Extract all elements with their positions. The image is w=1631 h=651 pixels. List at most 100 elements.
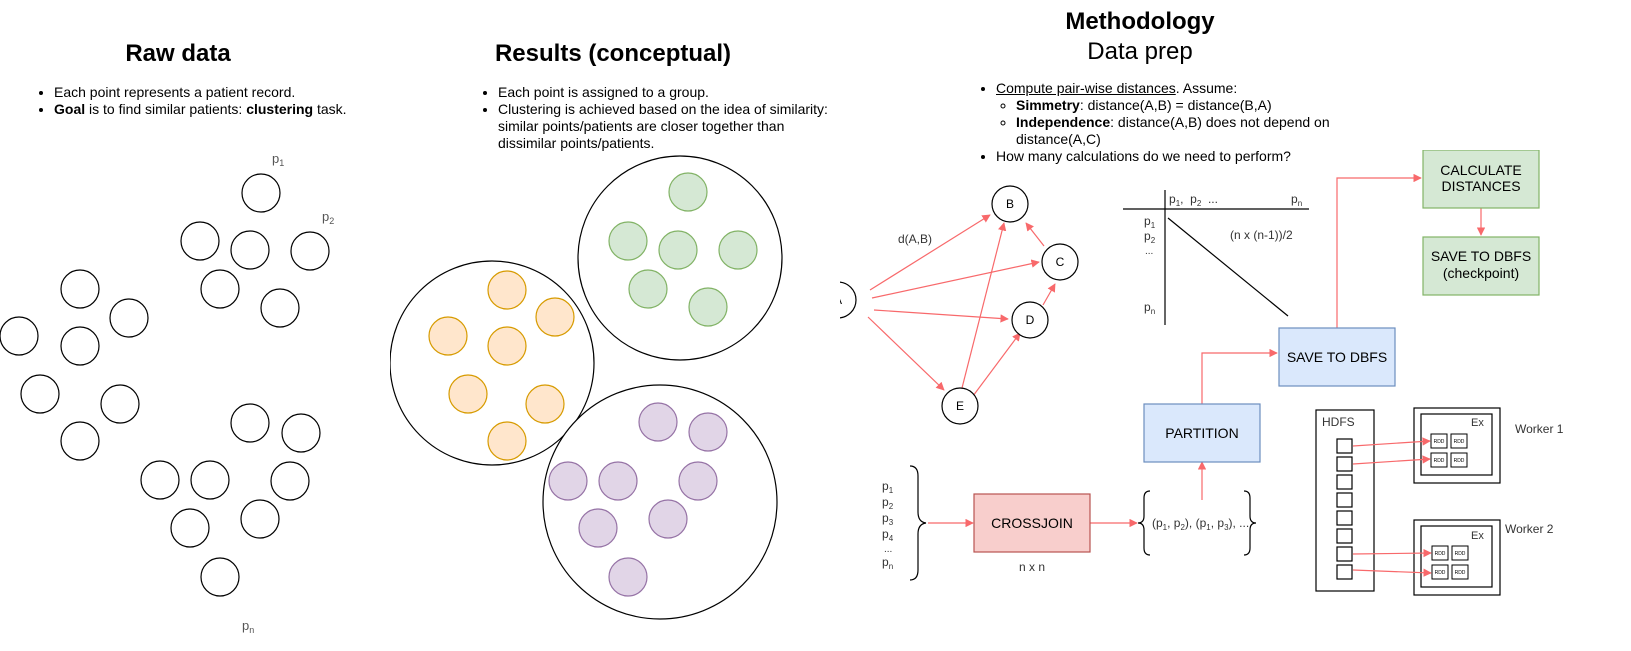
svg-text:RDD: RDD bbox=[1454, 439, 1465, 445]
purple-point bbox=[678, 461, 718, 501]
raw-point bbox=[240, 499, 280, 539]
node-a bbox=[840, 281, 857, 319]
raw-point bbox=[140, 460, 180, 500]
svg-text:RDD: RDD bbox=[1434, 439, 1445, 445]
calculate-label-2: DISTANCES bbox=[1441, 178, 1520, 194]
partition-label: PARTITION bbox=[1165, 425, 1238, 441]
purple-point bbox=[608, 557, 648, 597]
orange-point bbox=[428, 316, 468, 356]
matrix-row-dots: ... bbox=[1145, 246, 1153, 257]
svg-text:pn: pn bbox=[882, 555, 893, 571]
hdfs-label: HDFS bbox=[1322, 415, 1355, 429]
worker1-rdds: RDD RDD RDD RDD bbox=[1430, 433, 1468, 468]
green-point bbox=[608, 221, 648, 261]
worker1-ex-label: Ex bbox=[1471, 417, 1484, 429]
edge-a-b bbox=[869, 214, 991, 291]
results-title: Results (conceptual) bbox=[494, 40, 732, 67]
pairs-right-brace bbox=[1243, 490, 1257, 556]
purple-point bbox=[578, 508, 618, 548]
raw-point bbox=[0, 316, 39, 356]
raw-point bbox=[60, 269, 100, 309]
node-e bbox=[941, 387, 979, 425]
save-checkpoint-box bbox=[1422, 236, 1540, 296]
save-dbfs-box bbox=[1278, 327, 1396, 387]
orange-point bbox=[487, 270, 527, 310]
calculate-distances-box bbox=[1422, 150, 1540, 209]
raw-point bbox=[170, 508, 210, 548]
node-d bbox=[1011, 301, 1049, 339]
pairs-left-brace bbox=[1137, 490, 1151, 556]
distance-matrix: p1, p2 ... pn p1 p2 ... pn (n x (n-1))/2 bbox=[1123, 190, 1309, 325]
hdfs-blocks bbox=[1336, 438, 1353, 580]
matrix-row-p2: p2 bbox=[1144, 229, 1156, 245]
input-brace bbox=[909, 465, 927, 581]
raw-point bbox=[200, 269, 240, 309]
orange-point bbox=[448, 374, 488, 414]
methodology-diagram: d(A,B) A B C D E p1, p2 ... pn p1 p2 ...… bbox=[840, 150, 1564, 596]
edge-d-c bbox=[1042, 283, 1056, 306]
edge-e-b bbox=[961, 222, 1007, 389]
svg-text:RDD: RDD bbox=[1434, 458, 1445, 464]
node-e-label: E bbox=[956, 399, 964, 413]
raw-point bbox=[270, 461, 310, 501]
edge-label-d-a-b: d(A,B) bbox=[898, 232, 932, 246]
save-checkpoint-label-1: SAVE TO DBFS bbox=[1431, 248, 1531, 264]
edge-c-b bbox=[1025, 222, 1045, 247]
method-sub-1: Simmetry: distance(A,B) = distance(B,A) bbox=[1016, 97, 1374, 114]
crossjoin-box bbox=[973, 493, 1091, 553]
raw-point bbox=[260, 288, 300, 328]
orange-point bbox=[487, 326, 527, 366]
raw-point bbox=[241, 173, 281, 213]
raw-point bbox=[200, 557, 240, 597]
svg-text:RDD: RDD bbox=[1435, 551, 1446, 557]
worker2-rdds: RDD RDD RDD RDD bbox=[1431, 545, 1469, 580]
label-p1: p1 bbox=[272, 151, 284, 168]
green-point bbox=[658, 230, 698, 270]
save-dbfs-label: SAVE TO DBFS bbox=[1287, 349, 1387, 365]
raw-point bbox=[20, 374, 60, 414]
raw-point bbox=[60, 421, 100, 461]
purple-point bbox=[638, 402, 678, 442]
svg-text:RDD: RDD bbox=[1454, 458, 1465, 464]
node-a-label: A bbox=[840, 293, 842, 307]
arrow-save-calc bbox=[1336, 173, 1422, 328]
edge-e-d bbox=[972, 332, 1021, 397]
svg-text:...: ... bbox=[884, 544, 892, 555]
method-bullet-2: How many calculations do we need to perf… bbox=[996, 148, 1374, 165]
matrix-diagonal bbox=[1167, 217, 1289, 317]
raw-point bbox=[180, 221, 220, 261]
method-sub-2: Independence: distance(A,B) does not dep… bbox=[1016, 114, 1336, 148]
purple-point bbox=[598, 461, 638, 501]
raw-bullet-1: Each point represents a patient record. bbox=[54, 84, 372, 101]
raw-point bbox=[281, 413, 321, 453]
crossjoin-sub: n x n bbox=[1019, 560, 1045, 574]
methodology-bullets: Compute pair-wise distances. Assume: Sim… bbox=[974, 80, 1374, 165]
green-point bbox=[628, 269, 668, 309]
svg-text:p1: p1 bbox=[882, 479, 894, 495]
node-d-label: D bbox=[1026, 313, 1035, 327]
green-point bbox=[688, 287, 728, 327]
node-b bbox=[991, 185, 1029, 223]
green-point bbox=[668, 172, 708, 212]
purple-point bbox=[688, 412, 728, 452]
node-c-label: C bbox=[1056, 255, 1065, 269]
raw-points-plot: p1 p2 pn bbox=[0, 151, 334, 635]
raw-point bbox=[290, 231, 330, 271]
raw-bullet-2: Goal is to find similar patients: cluste… bbox=[54, 101, 372, 118]
raw-data-title: Raw data bbox=[125, 40, 231, 67]
partition-box bbox=[1143, 403, 1261, 463]
raw-point bbox=[190, 460, 230, 500]
worker2-ex-label: Ex bbox=[1471, 530, 1484, 542]
hdfs-to-w2-b bbox=[1352, 568, 1432, 577]
raw-point bbox=[230, 230, 270, 270]
edge-a-d bbox=[873, 309, 1009, 323]
purple-point bbox=[548, 461, 588, 501]
input-points-list: p1 p2 p3 p4 ... pn bbox=[882, 479, 894, 571]
node-b-label: B bbox=[1006, 197, 1014, 211]
edge-a-c bbox=[871, 259, 1040, 299]
node-c bbox=[1041, 243, 1079, 281]
raw-point bbox=[60, 326, 100, 366]
label-p2: p2 bbox=[322, 209, 334, 226]
methodology-subtitle: Data prep bbox=[1087, 38, 1193, 65]
matrix-formula: (n x (n-1))/2 bbox=[1230, 228, 1293, 242]
